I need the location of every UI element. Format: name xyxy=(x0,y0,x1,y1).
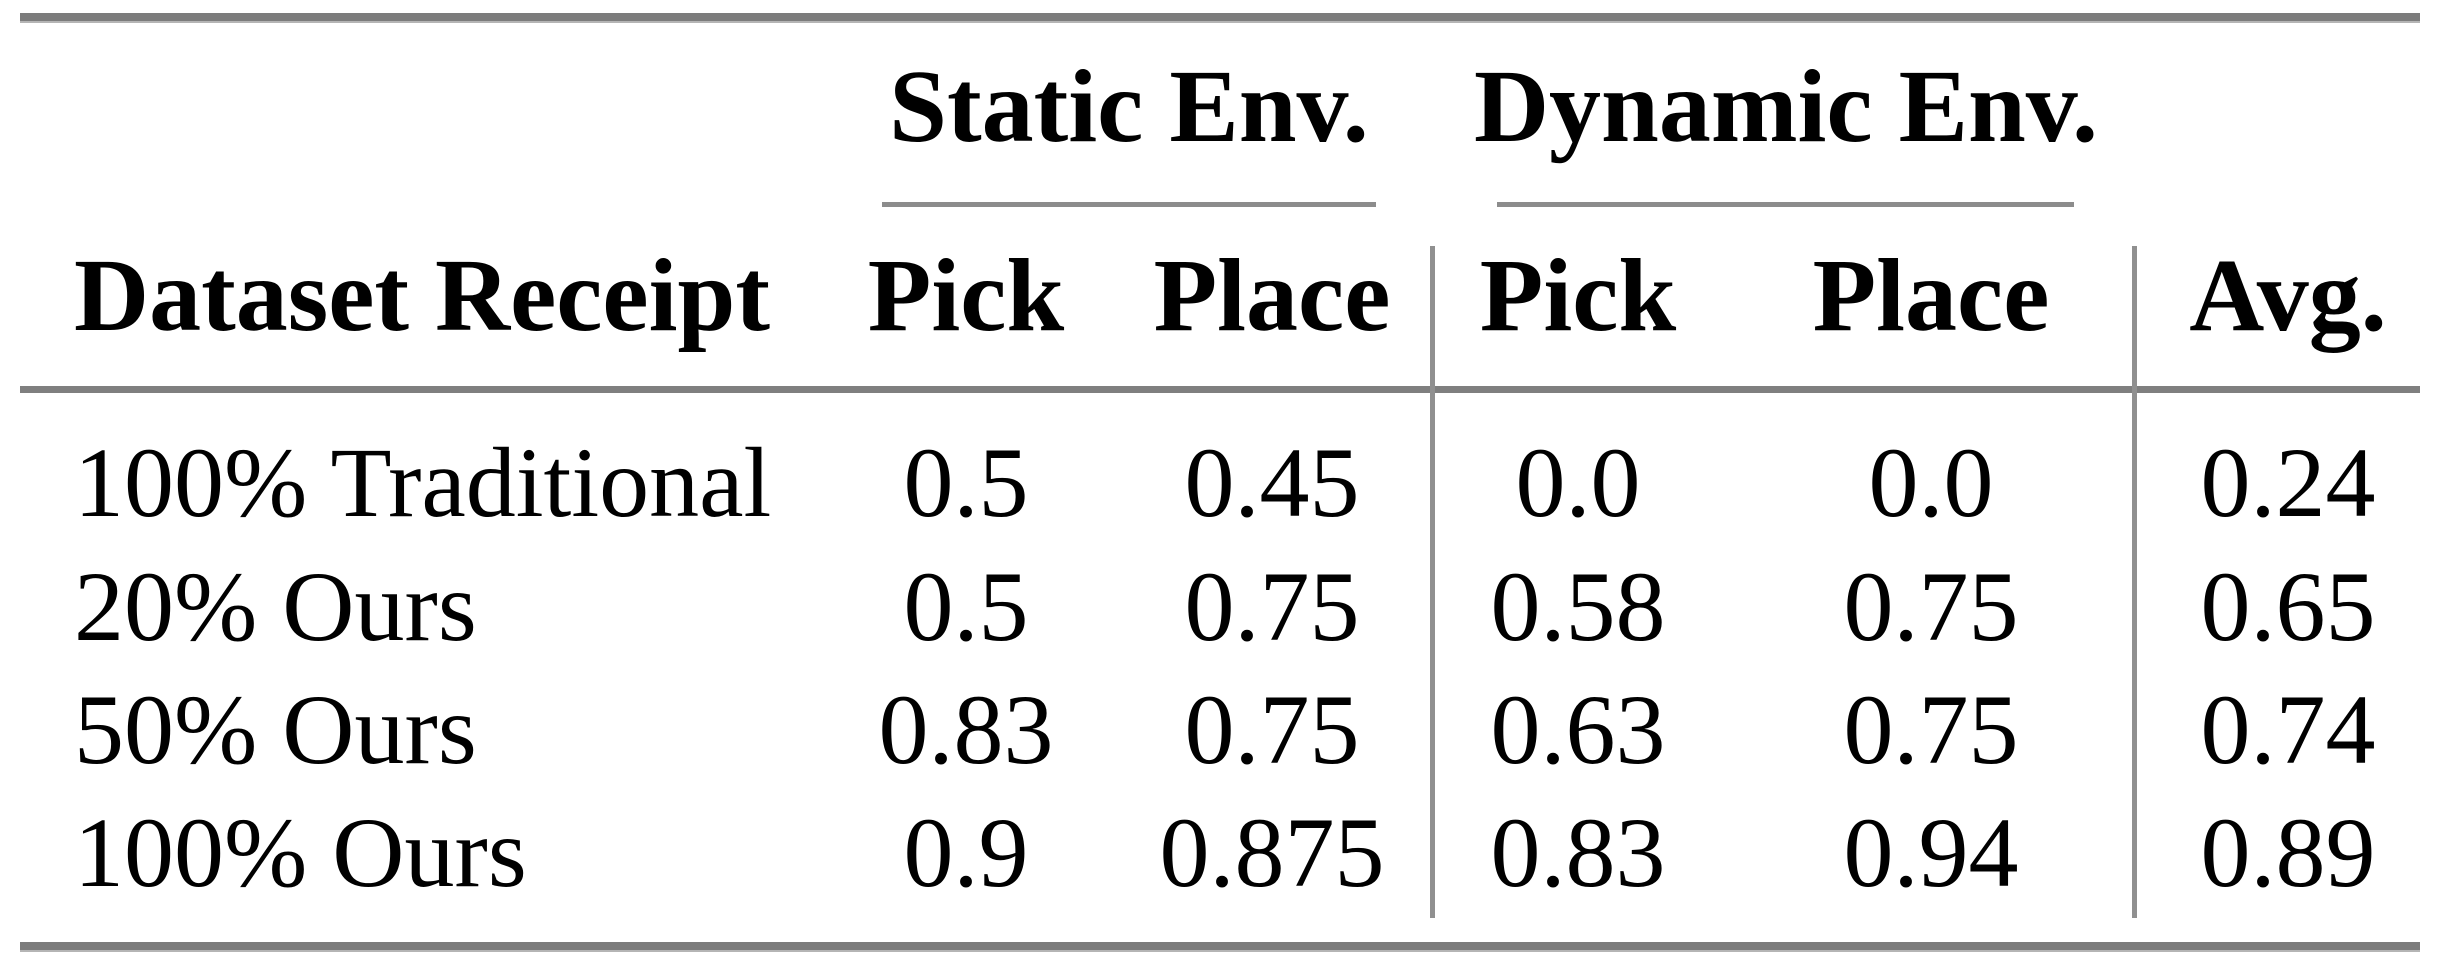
group-header-static-env: Static Env. xyxy=(889,49,1369,164)
column-header-static-pick: Pick xyxy=(867,238,1065,353)
vertical-rule-static-dynamic xyxy=(1430,246,1435,918)
row-label: 100% Traditional xyxy=(74,427,772,538)
column-header-dataset-receipt: Dataset Receipt xyxy=(74,238,770,353)
column-header-static-place: Place xyxy=(1153,238,1391,353)
cell-static-place: 0.875 xyxy=(1159,797,1385,908)
row-label: 20% Ours xyxy=(74,551,477,662)
cell-dynamic-pick: 0.0 xyxy=(1515,427,1641,538)
cell-static-place: 0.75 xyxy=(1184,551,1360,662)
header-separator-rule xyxy=(20,386,2420,393)
cell-dynamic-pick: 0.63 xyxy=(1490,674,1666,785)
column-header-dynamic-pick: Pick xyxy=(1479,238,1677,353)
column-header-dynamic-place: Place xyxy=(1812,238,2050,353)
row-label: 50% Ours xyxy=(74,674,477,785)
cell-dynamic-place: 0.94 xyxy=(1843,797,2019,908)
cell-dynamic-place: 0.75 xyxy=(1843,551,2019,662)
column-header-avg: Avg. xyxy=(2189,238,2387,353)
cell-static-pick: 0.83 xyxy=(878,674,1054,785)
cell-dynamic-pick: 0.58 xyxy=(1490,551,1666,662)
bottom-rule xyxy=(20,942,2420,952)
cell-avg: 0.65 xyxy=(2200,551,2376,662)
cell-static-pick: 0.5 xyxy=(903,551,1029,662)
dynamic-env-cmidrule xyxy=(1497,202,2074,207)
cell-static-place: 0.45 xyxy=(1184,427,1360,538)
top-rule xyxy=(20,13,2420,23)
cell-static-pick: 0.5 xyxy=(903,427,1029,538)
static-env-cmidrule xyxy=(882,202,1376,207)
cell-dynamic-pick: 0.83 xyxy=(1490,797,1666,908)
cell-dynamic-place: 0.0 xyxy=(1868,427,1994,538)
vertical-rule-dynamic-avg xyxy=(2132,246,2137,918)
row-label: 100% Ours xyxy=(74,797,527,908)
group-header-dynamic-env: Dynamic Env. xyxy=(1473,49,2099,164)
cell-avg: 0.24 xyxy=(2200,427,2376,538)
cell-avg: 0.74 xyxy=(2200,674,2376,785)
cell-static-place: 0.75 xyxy=(1184,674,1360,785)
cell-dynamic-place: 0.75 xyxy=(1843,674,2019,785)
cell-static-pick: 0.9 xyxy=(903,797,1029,908)
cell-avg: 0.89 xyxy=(2200,797,2376,908)
